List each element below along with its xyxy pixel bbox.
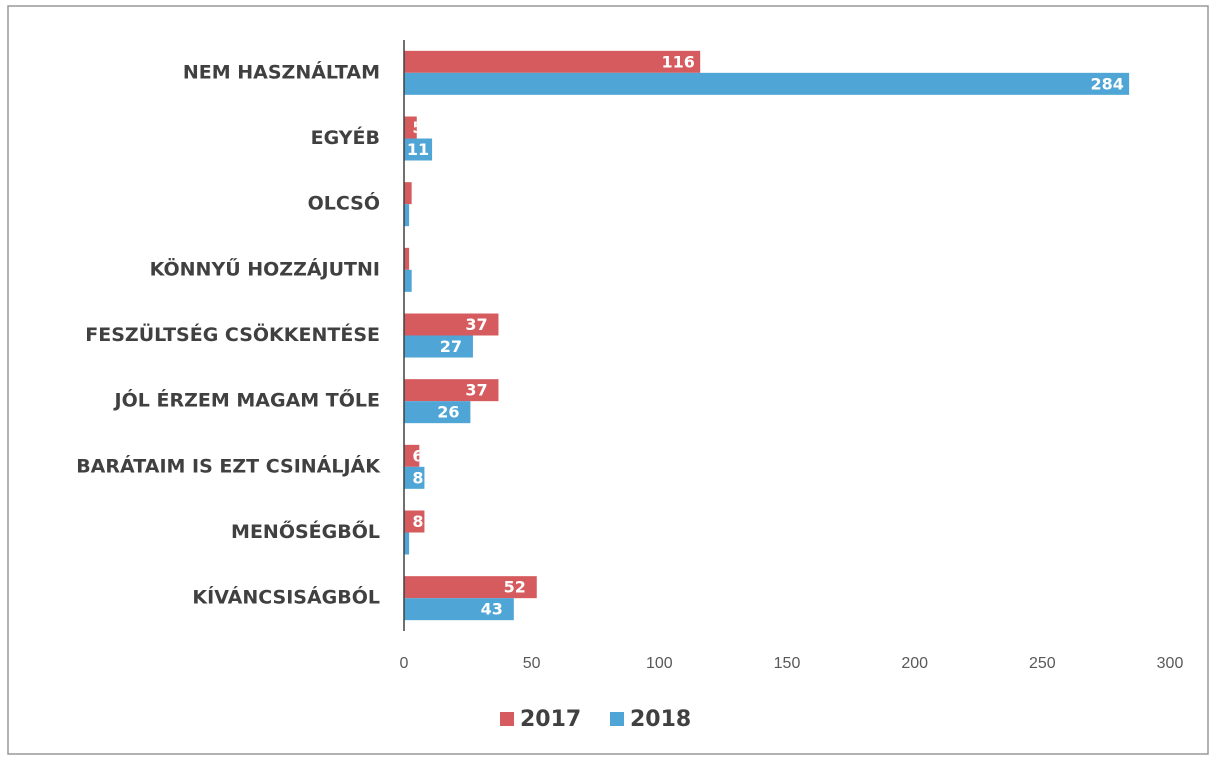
bar bbox=[404, 379, 499, 402]
legend-swatch bbox=[610, 712, 624, 726]
data-label: 27 bbox=[440, 337, 462, 356]
bar bbox=[404, 204, 410, 227]
x-tick-label: 150 bbox=[774, 655, 801, 672]
data-label: 43 bbox=[481, 600, 503, 619]
data-label: 284 bbox=[1090, 74, 1123, 93]
legend-swatch bbox=[500, 712, 514, 726]
x-tick-label: 0 bbox=[400, 655, 409, 672]
bar bbox=[404, 532, 410, 555]
data-label: 3 bbox=[412, 184, 423, 203]
category-label: JÓL ÉRZEM MAGAM TŐLE bbox=[113, 388, 380, 412]
bar bbox=[404, 444, 420, 467]
category-label: FESZÜLTSÉG CSÖKKENTÉSE bbox=[85, 322, 380, 346]
data-label: 8 bbox=[412, 512, 423, 531]
bar bbox=[404, 50, 701, 73]
x-tick-label: 300 bbox=[1157, 655, 1184, 672]
bar bbox=[404, 182, 412, 205]
x-tick-label: 250 bbox=[1029, 655, 1056, 672]
category-label: MENŐSÉGBŐL bbox=[231, 519, 380, 543]
bar bbox=[404, 598, 514, 621]
x-tick-label: 100 bbox=[646, 655, 673, 672]
data-label: 6 bbox=[412, 446, 423, 465]
bar bbox=[404, 335, 473, 358]
category-label: BARÁTAIM IS EZT CSINÁLJÁK bbox=[76, 454, 381, 477]
data-label: 8 bbox=[412, 468, 423, 487]
data-label: 11 bbox=[407, 140, 429, 159]
bar bbox=[404, 510, 425, 533]
data-label: 37 bbox=[465, 381, 487, 400]
bar bbox=[404, 576, 537, 599]
data-label: 37 bbox=[465, 315, 487, 334]
category-label: EGYÉB bbox=[311, 126, 380, 149]
bar bbox=[404, 269, 412, 292]
data-label: 26 bbox=[437, 403, 459, 422]
data-label: 116 bbox=[661, 52, 694, 71]
bar bbox=[404, 138, 433, 161]
x-tick-label: 50 bbox=[523, 655, 541, 672]
category-label: OLCSÓ bbox=[308, 191, 380, 215]
frame bbox=[7, 5, 1209, 755]
bar bbox=[404, 247, 410, 270]
bar bbox=[404, 466, 425, 489]
data-label: 52 bbox=[504, 578, 526, 597]
bar bbox=[404, 72, 1130, 95]
bar bbox=[404, 313, 499, 336]
category-label: NEM HASZNÁLTAM bbox=[183, 60, 380, 83]
x-tick-label: 200 bbox=[901, 655, 928, 672]
legend-label: 2018 bbox=[630, 707, 691, 732]
bar bbox=[404, 116, 417, 139]
bar bbox=[404, 401, 471, 424]
data-label: 3 bbox=[412, 271, 423, 290]
data-label: 2 bbox=[412, 249, 423, 268]
legend-label: 2017 bbox=[520, 707, 581, 732]
data-label: 2 bbox=[412, 206, 423, 225]
category-label: KÍVÁNCSISÁGBÓL bbox=[192, 585, 380, 609]
data-label: 2 bbox=[412, 534, 423, 553]
data-label: 5 bbox=[412, 118, 423, 137]
category-label: KÖNNYŰ HOZZÁJUTNI bbox=[150, 256, 380, 280]
